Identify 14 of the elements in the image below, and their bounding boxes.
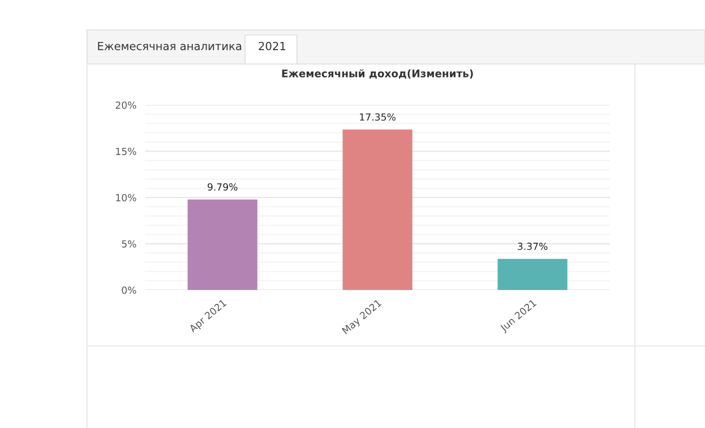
data-label: 17.35%	[360, 113, 396, 121]
data-label: 9.79%	[208, 183, 238, 191]
y-tick-label: 10%	[116, 194, 136, 202]
text: Ежемесячная аналитика	[98, 42, 242, 50]
chart-title: Ежемесячный доход(Изменить)	[282, 69, 473, 79]
y-tick-label: 15%	[116, 148, 136, 156]
bar	[342, 130, 412, 290]
text: 2021	[258, 42, 286, 50]
y-tick-label: 0%	[122, 286, 136, 294]
y-tick-label: 20%	[116, 101, 136, 109]
bar	[498, 258, 568, 290]
y-tick-label: 5%	[122, 240, 136, 248]
bar	[188, 199, 258, 290]
data-label: 3.37%	[518, 242, 548, 250]
